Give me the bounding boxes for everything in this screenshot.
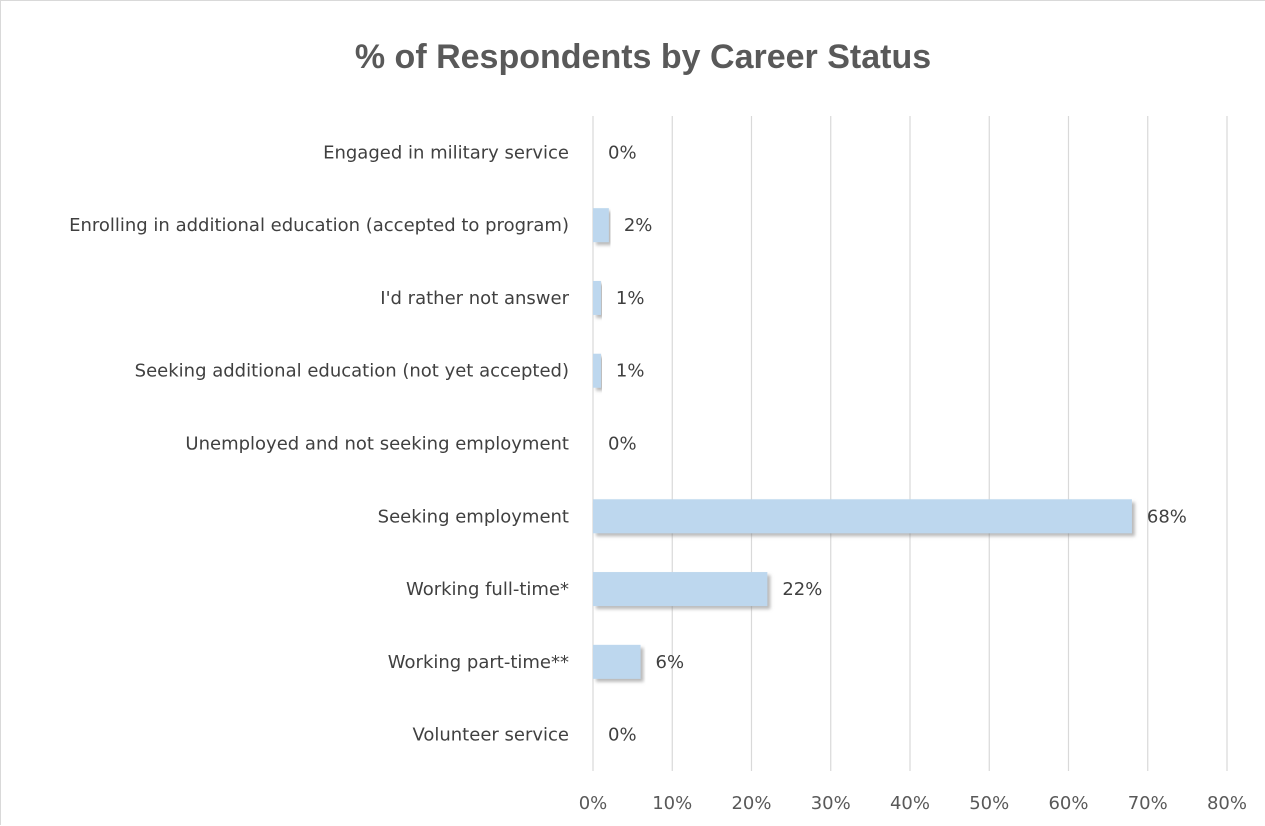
x-tick-label: 20%: [731, 793, 771, 814]
x-tick-label: 0%: [579, 793, 608, 814]
category-label: Volunteer service: [412, 725, 569, 746]
chart-title: % of Respondents by Career Status: [355, 38, 931, 76]
category-label: I'd rather not answer: [380, 288, 569, 309]
x-tick-label: 70%: [1128, 793, 1168, 814]
category-label: Working full-time*: [406, 579, 569, 600]
data-label: 1%: [616, 361, 645, 382]
x-tick-label: 80%: [1207, 793, 1247, 814]
data-label: 1%: [616, 288, 645, 309]
x-tick-label: 60%: [1048, 793, 1088, 814]
category-labels: Engaged in military service Enrolling in …: [69, 142, 570, 745]
x-axis-ticks: 0% 10% 20% 30% 40% 50% 60% 70% 80%: [579, 793, 1247, 814]
bars: [593, 208, 1132, 679]
data-label: 22%: [782, 579, 822, 600]
category-label: Seeking employment: [378, 506, 569, 527]
bar: [593, 208, 609, 243]
data-label: 2%: [624, 215, 653, 236]
bar: [593, 572, 768, 607]
bar: [593, 280, 601, 315]
x-tick-label: 40%: [890, 793, 930, 814]
category-label: Unemployed and not seeking employment: [185, 434, 569, 455]
category-label: Engaged in military service: [323, 142, 569, 163]
gridlines: [592, 116, 1228, 771]
bar: [593, 499, 1132, 534]
data-label: 68%: [1147, 506, 1187, 527]
data-label: 0%: [608, 142, 637, 163]
x-tick-label: 50%: [969, 793, 1009, 814]
x-tick-label: 10%: [652, 793, 692, 814]
category-label: Seeking additional education (not yet ac…: [135, 361, 569, 382]
data-label: 6%: [656, 652, 685, 673]
x-tick-label: 30%: [811, 793, 851, 814]
data-labels: 0% 2% 1% 1% 0% 68% 22% 6% 0%: [608, 142, 1187, 745]
data-label: 0%: [608, 434, 637, 455]
bar: [593, 353, 601, 388]
category-label: Working part-time**: [388, 652, 569, 673]
data-label: 0%: [608, 725, 637, 746]
category-label: Enrolling in additional education (accep…: [69, 215, 569, 236]
bar: [593, 644, 641, 679]
